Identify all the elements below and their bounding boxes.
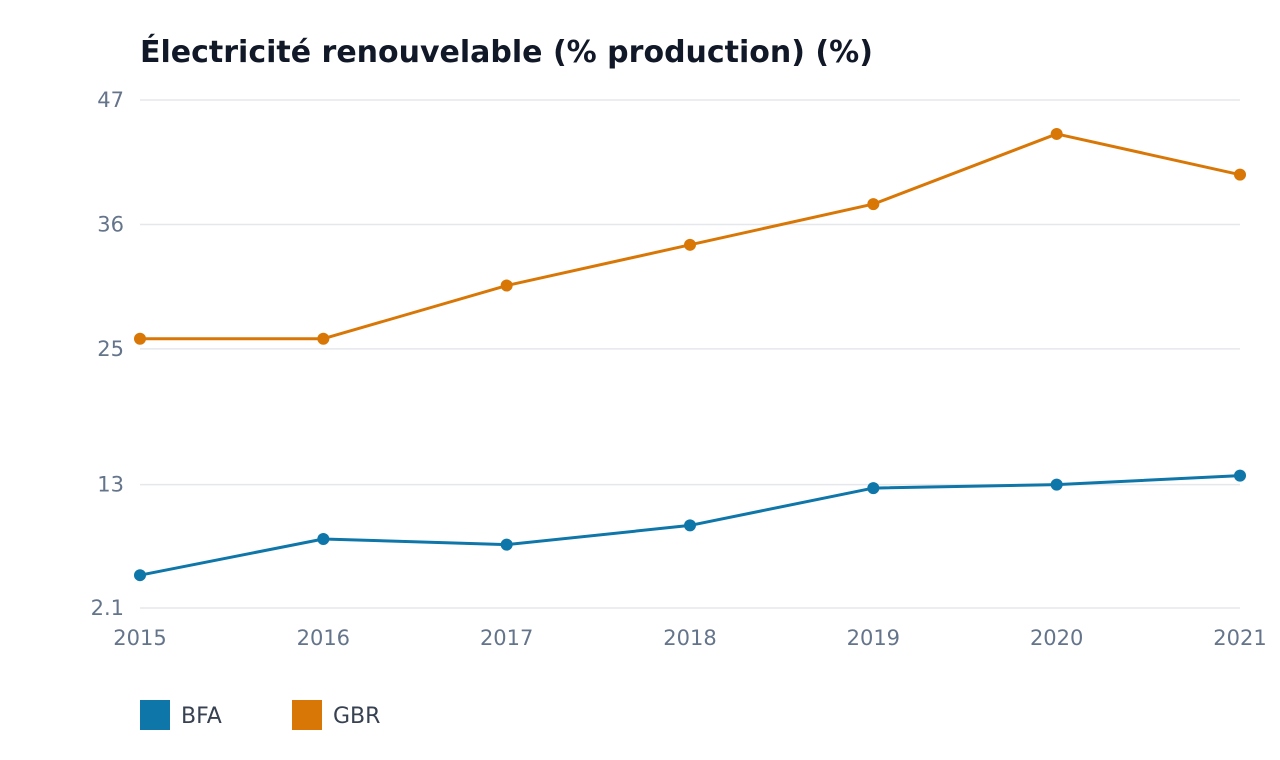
data-point-gbr (684, 238, 696, 251)
x-tick-label: 2016 (297, 626, 350, 650)
data-point-bfa (684, 519, 696, 532)
data-point-bfa (134, 569, 146, 582)
legend-swatch (292, 700, 322, 730)
y-axis-ticks: 2.1 13 25 36 47 (91, 88, 124, 620)
data-point-bfa (317, 532, 330, 545)
chart-title: Électricité renouvelable (% production) … (140, 34, 873, 70)
legend-item-gbr: GBR (292, 700, 380, 730)
data-point-gbr (867, 198, 880, 211)
legend-label: BFA (181, 704, 222, 729)
data-point-gbr (1050, 127, 1063, 140)
x-tick-label: 2019 (847, 626, 900, 650)
data-point-gbr (317, 332, 330, 345)
y-tick-label: 2.1 (91, 596, 124, 620)
series-gbr (134, 127, 1246, 345)
x-tick-label: 2017 (480, 626, 533, 650)
x-tick-label: 2015 (113, 626, 166, 650)
legend: BFA GBR (140, 700, 380, 730)
y-tick-label: 13 (97, 473, 124, 497)
legend-item-bfa: BFA (140, 700, 222, 730)
data-point-gbr (500, 279, 513, 292)
legend-swatch (140, 700, 170, 730)
data-point-bfa (1050, 478, 1063, 491)
y-tick-label: 36 (97, 212, 124, 236)
series-bfa (134, 469, 1246, 582)
series-line-gbr (138, 132, 1242, 341)
grid-lines (140, 99, 1240, 609)
x-tick-label: 2020 (1030, 626, 1083, 650)
data-point-gbr (134, 332, 146, 345)
legend-label: GBR (333, 704, 380, 729)
x-tick-label: 2018 (663, 626, 716, 650)
data-point-gbr (1234, 168, 1246, 181)
data-point-bfa (500, 538, 513, 551)
series-lines (134, 127, 1246, 582)
y-tick-label: 25 (97, 337, 124, 361)
data-point-bfa (1234, 469, 1246, 482)
x-axis-ticks: 2015 2016 2017 2018 2019 2020 2021 (113, 626, 1266, 650)
x-tick-label: 2021 (1213, 626, 1266, 650)
data-point-bfa (867, 482, 880, 495)
y-tick-label: 47 (97, 88, 124, 112)
